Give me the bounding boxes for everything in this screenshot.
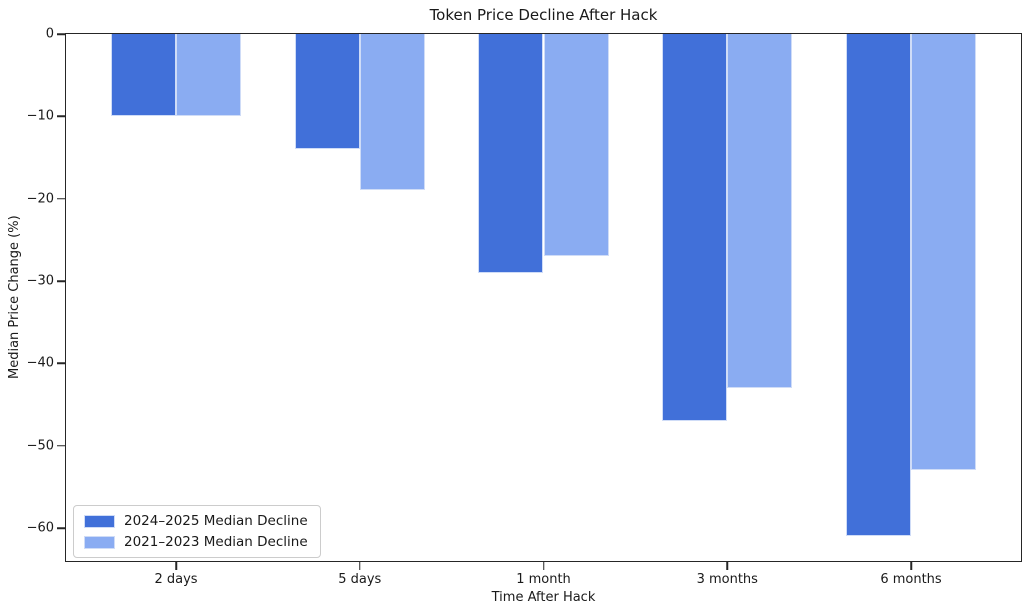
x-tick-label: 6 months (880, 572, 942, 587)
bar-series0-1 (294, 34, 360, 150)
bar-series1-2 (543, 34, 609, 257)
y-tick (57, 362, 65, 365)
bar-series1-4 (911, 34, 977, 471)
legend-item-2024-2025: 2024–2025 Median Decline (84, 513, 308, 529)
y-tick (57, 33, 65, 35)
y-tick-label: −20 (26, 191, 54, 207)
y-axis-label: Median Price Change (%) (7, 215, 22, 380)
y-tick (57, 197, 65, 200)
legend-label-2024-2025: 2024–2025 Median Decline (124, 513, 308, 529)
x-tick-label: 3 months (696, 572, 758, 587)
plot-area: 0 −10 −20 −30 −40 −50 −60 2 days 5 days 1 month 3 … (27, 27, 1022, 587)
y-tick-label: −30 (26, 273, 54, 289)
x-tick-label: 1 month (516, 572, 571, 587)
bar-series0-3 (662, 34, 728, 422)
y-tick (57, 444, 65, 447)
y-tick (57, 115, 65, 118)
x-tick (542, 562, 545, 570)
y-tick-label: 0 (45, 26, 54, 42)
bar-series0-0 (110, 34, 176, 117)
legend-item-2021-2023: 2021–2023 Median Decline (84, 534, 308, 550)
y-tick-label: −50 (26, 438, 54, 454)
legend-swatch-2024-2025 (84, 514, 115, 528)
x-tick-label: 5 days (338, 572, 382, 587)
bar-series0-2 (478, 34, 544, 273)
bar-series1-1 (359, 34, 425, 191)
y-tick-label: −40 (26, 355, 54, 371)
x-tick-label: 2 days (154, 572, 198, 587)
x-tick (910, 562, 912, 570)
legend-swatch-2021-2023 (84, 535, 115, 549)
y-tick-label: −10 (26, 108, 54, 124)
legend-label-2021-2023: 2021–2023 Median Decline (124, 534, 308, 550)
y-tick (57, 527, 65, 529)
x-axis-label: Time After Hack (491, 590, 596, 605)
y-tick-label: −60 (26, 520, 54, 536)
x-tick (359, 562, 361, 570)
chart-title: Token Price Decline After Hack (429, 6, 658, 24)
y-tick (57, 280, 65, 282)
x-tick (726, 562, 728, 570)
x-tick (175, 562, 177, 570)
bar-series1-0 (176, 34, 242, 117)
legend: 2024–2025 Median Decline 2021–2023 Media… (73, 505, 321, 558)
bar-series1-3 (727, 34, 793, 389)
bar-series0-4 (845, 34, 911, 537)
